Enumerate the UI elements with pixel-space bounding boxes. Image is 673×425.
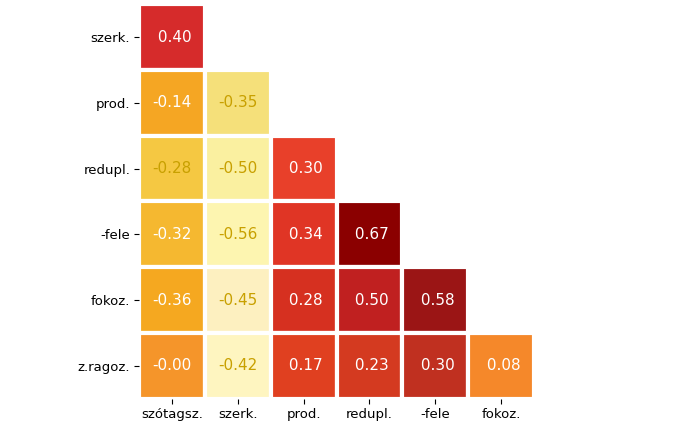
Text: -0.32: -0.32 — [152, 227, 192, 242]
Text: 0.58: 0.58 — [416, 293, 454, 308]
Bar — [271, 333, 336, 399]
Text: -0.14: -0.14 — [153, 95, 192, 110]
Text: 0.40: 0.40 — [153, 30, 191, 45]
Text: -0.45: -0.45 — [218, 293, 258, 308]
Text: -0.00: -0.00 — [153, 358, 192, 374]
Text: -0.50: -0.50 — [218, 161, 258, 176]
Text: 0.23: 0.23 — [350, 358, 389, 374]
Bar — [336, 333, 402, 399]
Bar — [139, 333, 205, 399]
Bar — [271, 267, 336, 333]
Text: 0.50: 0.50 — [350, 293, 389, 308]
Text: -0.28: -0.28 — [153, 161, 192, 176]
Bar — [139, 4, 205, 70]
Bar — [402, 267, 468, 333]
Text: 0.17: 0.17 — [284, 358, 323, 374]
Text: -0.35: -0.35 — [218, 95, 258, 110]
Text: 0.34: 0.34 — [284, 227, 323, 242]
Text: 0.28: 0.28 — [284, 293, 323, 308]
Text: -0.42: -0.42 — [218, 358, 258, 374]
Bar — [336, 267, 402, 333]
Text: 0.30: 0.30 — [284, 161, 323, 176]
Bar — [205, 136, 271, 201]
Text: 0.30: 0.30 — [416, 358, 454, 374]
Bar — [336, 201, 402, 267]
Bar — [139, 70, 205, 136]
Bar — [205, 70, 271, 136]
Bar — [271, 136, 336, 201]
Text: 0.08: 0.08 — [482, 358, 520, 374]
Bar — [468, 333, 534, 399]
Bar — [139, 136, 205, 201]
Bar — [139, 267, 205, 333]
Bar — [271, 201, 336, 267]
Bar — [205, 201, 271, 267]
Bar — [402, 333, 468, 399]
Text: -0.36: -0.36 — [152, 293, 192, 308]
Text: 0.67: 0.67 — [350, 227, 389, 242]
Text: -0.56: -0.56 — [218, 227, 258, 242]
Bar — [205, 333, 271, 399]
Bar — [205, 267, 271, 333]
Bar — [139, 201, 205, 267]
